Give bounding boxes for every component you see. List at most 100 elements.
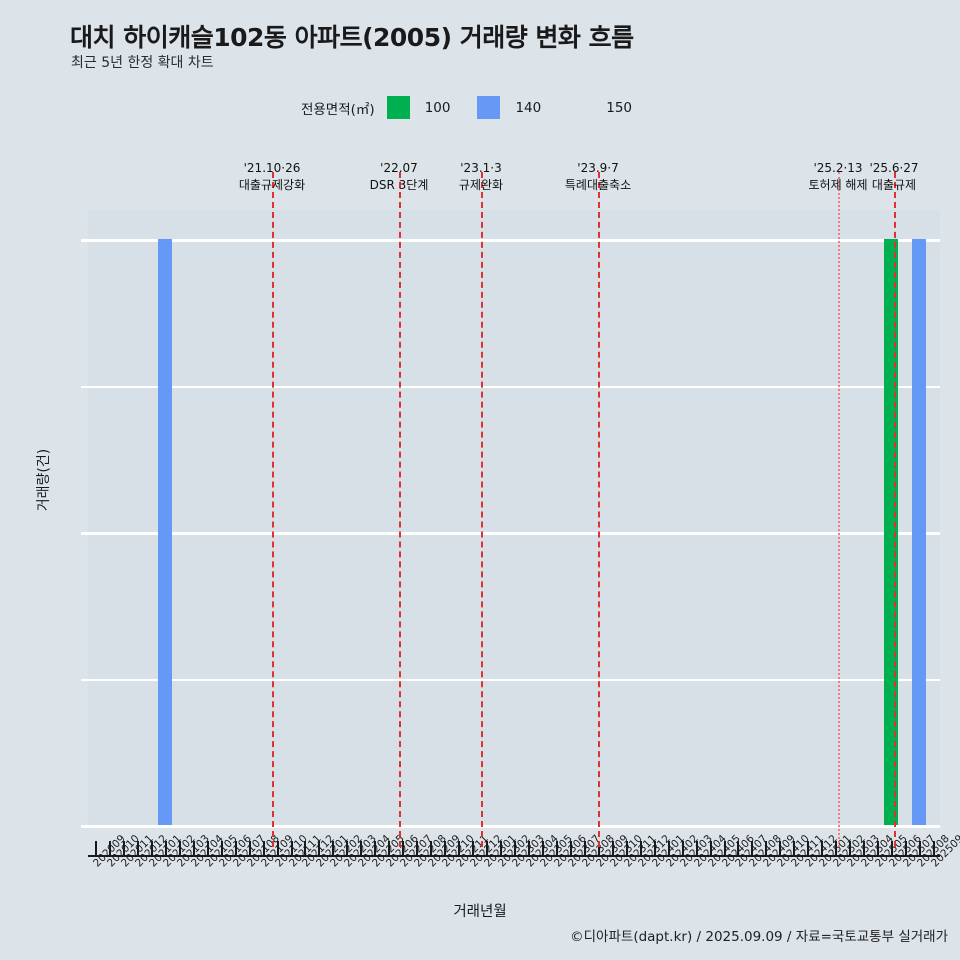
x-tick-mark — [737, 841, 740, 855]
annotation-date: '25.6·27 — [869, 161, 919, 175]
x-tick-mark — [611, 841, 614, 855]
legend-item-100[interactable]: 100 — [386, 96, 474, 119]
legend-swatch-140 — [477, 96, 501, 119]
x-tick-mark — [681, 841, 684, 855]
x-tick-mark — [905, 841, 908, 855]
x-tick-mark — [192, 841, 195, 855]
y-axis-label: 거래량(건) — [36, 448, 53, 512]
y-tick-mark — [81, 532, 88, 535]
x-tick-mark — [933, 841, 936, 855]
x-tick-mark — [136, 841, 139, 855]
annotation-text: DSR 3단계 — [369, 178, 429, 193]
x-tick-mark — [625, 841, 628, 855]
x-tick-mark — [583, 841, 586, 855]
annotation-1: '22.07 DSR 3단계 — [370, 160, 429, 195]
x-tick-mark — [877, 841, 880, 855]
legend-swatch-100 — [386, 96, 410, 119]
x-tick-mark — [472, 841, 475, 855]
x-tick-mark — [527, 841, 530, 855]
x-tick-mark — [346, 841, 349, 855]
x-axis-label: 거래년월 — [453, 904, 507, 920]
gridline — [88, 532, 940, 535]
x-tick-mark — [597, 841, 600, 855]
x-tick-mark — [388, 841, 391, 855]
annotation-text: 특례대출축소 — [564, 178, 632, 193]
x-tick-mark — [402, 841, 405, 855]
x-tick-mark — [178, 841, 181, 855]
chart-subtitle: 최근 5년 한정 확대 차트 — [71, 55, 214, 71]
x-tick-mark — [94, 841, 97, 855]
x-tick-mark — [108, 841, 111, 855]
annotation-date: '25.2·13 — [813, 161, 863, 175]
annotation-5: '25.6·27 대출규제 — [869, 160, 918, 195]
annotation-4: '25.2·13 토허제 해제 — [808, 160, 867, 195]
annotation-text: 대출규제 — [871, 178, 917, 193]
x-tick-mark — [234, 841, 237, 855]
x-tick-mark — [486, 841, 489, 855]
x-tick-mark — [220, 841, 223, 855]
x-tick-mark — [569, 841, 572, 855]
x-tick-mark — [793, 841, 796, 855]
annotation-text: 토허제 해제 — [808, 178, 868, 193]
bar-150-202102[interactable] — [157, 239, 172, 825]
legend: 전용면적(㎡) 100 140 150 — [0, 96, 960, 119]
x-tick-mark — [807, 841, 810, 855]
annotation-date: '22.07 — [380, 161, 418, 175]
annotation-date: '23.9·7 — [577, 161, 619, 175]
x-tick-mark — [821, 841, 824, 855]
annotation-date: '21.10·26 — [243, 161, 301, 175]
x-tick-mark — [122, 841, 125, 855]
x-tick-mark — [164, 841, 167, 855]
y-tick-mark — [81, 678, 88, 682]
x-tick-mark — [150, 841, 153, 855]
x-tick-mark — [444, 841, 447, 855]
x-tick-mark — [779, 841, 782, 855]
event-line-1 — [399, 172, 401, 847]
x-tick-mark — [514, 841, 516, 855]
x-tick-mark — [262, 841, 265, 855]
event-line-3 — [598, 172, 600, 847]
annotation-0: '21.10·26 대출규제강화 — [239, 160, 305, 195]
gridline — [88, 385, 940, 389]
bar-150-202508[interactable] — [912, 239, 927, 825]
legend-label-150: 150 — [606, 99, 633, 116]
x-tick-mark — [360, 841, 363, 855]
legend-item-140[interactable]: 140 — [477, 96, 564, 119]
event-line-2 — [481, 172, 483, 847]
x-tick-mark — [863, 841, 866, 855]
x-tick-mark — [555, 841, 558, 855]
legend-swatch-150 — [568, 96, 591, 119]
legend-item-150[interactable]: 150 — [568, 96, 655, 119]
bar-140-202506[interactable] — [884, 239, 899, 825]
x-tick-mark — [541, 841, 544, 855]
x-tick-mark — [416, 841, 419, 855]
plot-area: 0.000.250.500.751.00 — [81, 172, 940, 847]
legend-label-140: 140 — [515, 99, 542, 116]
annotation-text: 규제완화 — [458, 178, 504, 193]
gridline — [88, 239, 940, 242]
annotation-2: '23.1·3 규제완화 — [459, 160, 503, 195]
event-line-4 — [838, 172, 840, 847]
x-tick-mark — [276, 841, 279, 855]
x-tick-mark — [765, 841, 768, 855]
x-tick-mark — [374, 841, 377, 855]
event-line-0 — [272, 172, 274, 847]
x-axis-line — [88, 855, 940, 857]
chart-title: 대치 하이캐슬102동 아파트(2005) 거래량 변화 흐름 — [70, 23, 634, 52]
y-tick-mark — [81, 239, 88, 242]
x-tick-mark — [835, 841, 838, 855]
x-tick-mark — [248, 841, 251, 855]
gridline — [88, 678, 940, 682]
annotation-date: '23.1·3 — [460, 161, 502, 175]
x-tick-mark — [290, 841, 293, 855]
x-tick-mark — [653, 841, 656, 855]
x-tick-mark — [304, 841, 307, 855]
y-tick-mark — [81, 825, 88, 828]
x-tick-mark — [458, 841, 461, 855]
annotation-text: 대출규제강화 — [238, 178, 306, 193]
x-tick-mark — [206, 841, 209, 855]
x-tick-mark — [667, 841, 670, 855]
x-tick-mark — [500, 841, 503, 855]
y-tick-mark — [81, 385, 88, 389]
x-tick-mark — [709, 841, 712, 855]
